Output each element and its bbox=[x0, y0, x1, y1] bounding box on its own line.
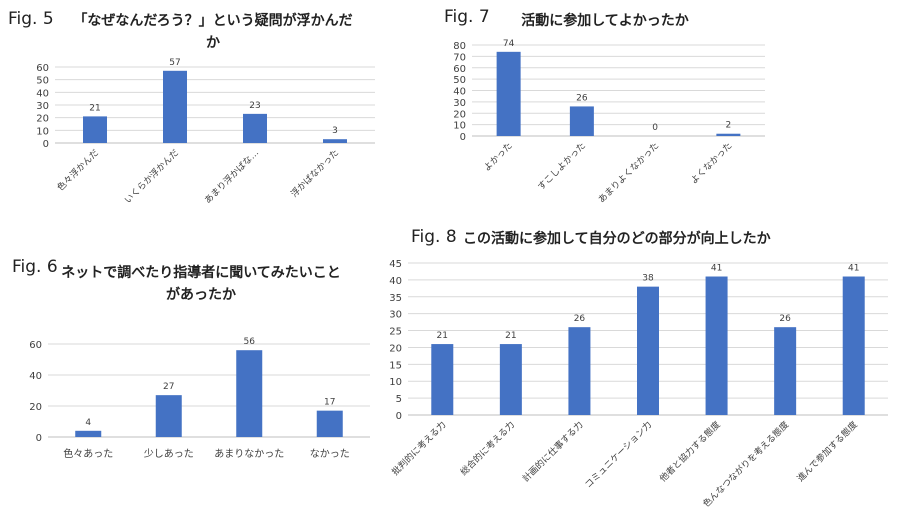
y-tick-label: 30 bbox=[453, 98, 466, 109]
category-label: 色々あった bbox=[63, 447, 113, 460]
bar bbox=[568, 327, 591, 415]
data-label: 56 bbox=[244, 337, 256, 347]
y-tick-label: 5 bbox=[396, 394, 402, 405]
y-tick-label: 20 bbox=[453, 109, 466, 120]
y-tick-label: 50 bbox=[453, 75, 466, 86]
chart-title: この活動に参加して自分のどの部分が向上したか bbox=[463, 231, 771, 247]
data-label: 41 bbox=[848, 264, 859, 274]
y-tick-label: 60 bbox=[29, 340, 42, 351]
data-label: 57 bbox=[169, 58, 180, 68]
data-label: 26 bbox=[779, 314, 791, 324]
data-label: 21 bbox=[437, 331, 448, 341]
y-tick-label: 30 bbox=[389, 310, 402, 321]
category-label: コミュニケーション力 bbox=[582, 419, 654, 491]
fig-label: Fig. 6 bbox=[12, 257, 58, 277]
category-label: 批判的に考える力 bbox=[389, 419, 448, 478]
bar bbox=[155, 395, 182, 437]
y-tick-label: 10 bbox=[389, 377, 402, 388]
y-tick-label: 0 bbox=[460, 132, 466, 143]
y-tick-label: 25 bbox=[389, 327, 402, 338]
y-tick-label: 50 bbox=[36, 76, 49, 87]
bar bbox=[774, 327, 797, 415]
y-tick-label: 30 bbox=[36, 101, 49, 112]
y-tick-label: 0 bbox=[396, 411, 402, 422]
fig-label: Fig. 7 bbox=[444, 7, 490, 27]
category-label: よかった bbox=[482, 140, 515, 173]
data-label: 4 bbox=[85, 418, 91, 428]
y-tick-label: 15 bbox=[389, 360, 402, 371]
y-tick-label: 45 bbox=[389, 259, 402, 270]
data-label: 26 bbox=[574, 314, 586, 324]
data-label: 0 bbox=[652, 123, 658, 133]
bar bbox=[243, 113, 267, 143]
data-label: 38 bbox=[642, 274, 654, 284]
category-label: あまりなかった bbox=[214, 448, 284, 460]
category-label: 浮かばなかった bbox=[288, 147, 341, 200]
y-tick-label: 60 bbox=[453, 64, 466, 75]
bar bbox=[431, 344, 454, 415]
bar bbox=[75, 430, 102, 437]
category-label: 少しあった bbox=[144, 448, 194, 460]
y-tick-label: 40 bbox=[29, 371, 42, 382]
chart-fig6: 0 20 40 60 4 色々あった 27 少しあった 56 あまりなかった 17 なかった bbox=[29, 337, 370, 460]
y-tick-label: 40 bbox=[389, 276, 402, 287]
y-tick-label: 60 bbox=[36, 63, 49, 74]
data-label: 74 bbox=[503, 39, 515, 49]
chart-title: ネットで調べたり指導者に聞いてみたいことがあったか bbox=[61, 265, 341, 303]
data-label: 27 bbox=[163, 382, 174, 392]
bar bbox=[637, 286, 659, 415]
category-label: 色々浮かんだ bbox=[54, 147, 101, 194]
category-label: あまりよくなかった bbox=[596, 140, 661, 205]
y-tick-label: 70 bbox=[453, 52, 466, 63]
bar bbox=[499, 344, 522, 415]
data-label: 21 bbox=[89, 103, 100, 113]
bar bbox=[316, 410, 343, 437]
y-tick-label: 40 bbox=[453, 87, 466, 98]
y-tick-label: 35 bbox=[389, 293, 402, 304]
chart-title: 活動に参加してよかったか bbox=[521, 13, 689, 29]
data-label: 2 bbox=[726, 121, 732, 131]
data-label: 17 bbox=[324, 398, 335, 408]
y-tick-label: 40 bbox=[36, 88, 49, 99]
bar bbox=[236, 350, 263, 437]
data-label: 3 bbox=[332, 126, 338, 136]
chart-fig8: 0 5 10 15 20 25 30 35 40 45 21 批判的に考える力 21 総合的に考える力 26… bbox=[389, 259, 888, 510]
y-tick-label: 20 bbox=[29, 402, 42, 413]
category-label: なかった bbox=[310, 448, 350, 460]
bar bbox=[496, 51, 521, 137]
y-tick-label: 20 bbox=[389, 343, 402, 354]
fig-label: Fig. 5 bbox=[8, 9, 54, 29]
fig-label: Fig. 8 bbox=[411, 227, 457, 247]
data-label: 23 bbox=[249, 101, 260, 111]
bar bbox=[323, 139, 347, 143]
category-label: 計画的に仕事する力 bbox=[520, 419, 586, 485]
bar bbox=[705, 276, 728, 415]
y-tick-label: 0 bbox=[36, 433, 42, 444]
bar bbox=[716, 133, 741, 136]
bar bbox=[569, 106, 594, 136]
category-label: すこしよかった bbox=[536, 140, 588, 192]
category-label: いくらか浮かんだ bbox=[122, 147, 181, 206]
chart-title: 「なぜなんだろう？」という疑問が浮かんだか bbox=[73, 13, 353, 51]
bar bbox=[163, 70, 187, 143]
bar bbox=[83, 116, 107, 143]
y-tick-label: 80 bbox=[453, 41, 466, 52]
category-label: あまり浮かばな… bbox=[202, 147, 261, 206]
category-label: よくなかった bbox=[689, 140, 735, 186]
data-label: 21 bbox=[505, 331, 516, 341]
category-label: 他者と協力する態度 bbox=[657, 419, 723, 485]
y-tick-label: 0 bbox=[43, 139, 49, 150]
bar bbox=[842, 276, 865, 415]
y-tick-label: 20 bbox=[36, 114, 49, 125]
y-tick-label: 10 bbox=[453, 121, 466, 132]
data-label: 26 bbox=[576, 93, 588, 103]
category-label: 総合的に考える力 bbox=[458, 419, 517, 478]
y-tick-label: 10 bbox=[36, 126, 49, 137]
data-label: 41 bbox=[711, 264, 722, 274]
category-label: 進んで参加する態度 bbox=[794, 419, 859, 484]
